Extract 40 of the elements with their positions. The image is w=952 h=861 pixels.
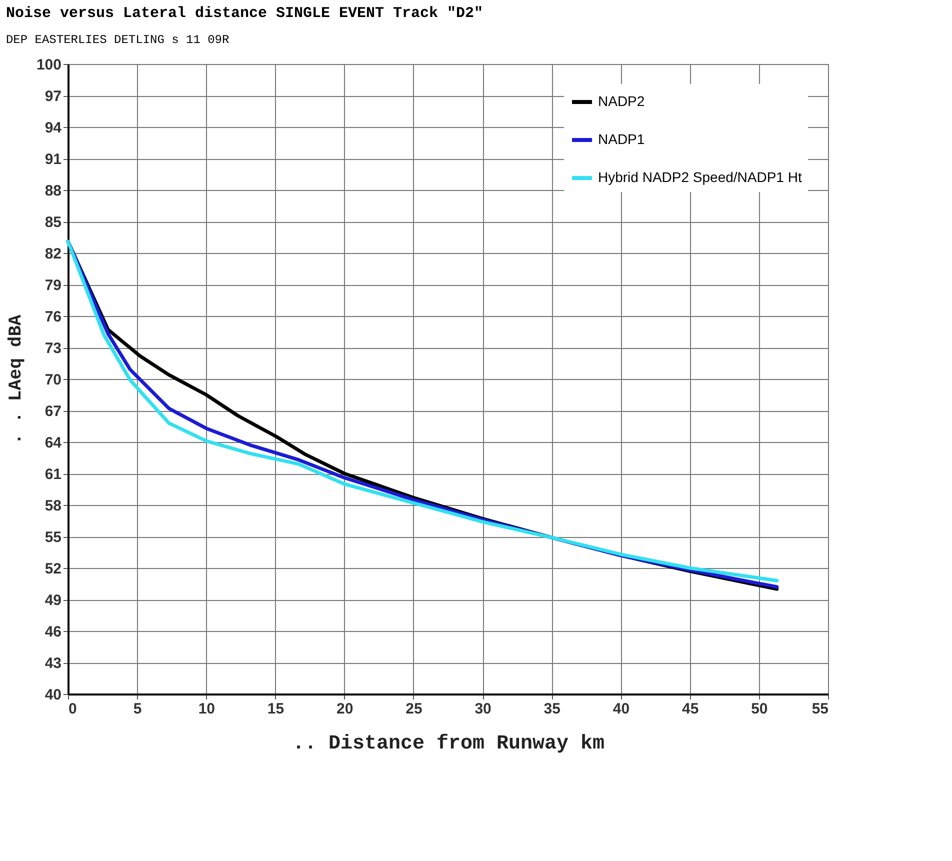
y-tick-label: 43 (44, 655, 62, 672)
y-tick-label: 46 (44, 624, 62, 640)
y-tick-label: 70 (44, 372, 62, 388)
x-tick-label: 20 (336, 700, 354, 718)
chart-subtitle: DEP EASTERLIES DETLING s 11 09R (6, 33, 230, 47)
x-tick-label: 40 (612, 700, 630, 718)
y-tick-label: 88 (44, 182, 62, 200)
y-tick-label: 91 (44, 151, 62, 168)
y-tick-label: 97 (44, 88, 62, 105)
y-tick-label: 40 (44, 686, 62, 704)
x-tick-label: 0 (68, 700, 77, 718)
legend-label: NADP2 (598, 93, 645, 109)
y-tick-label: 52 (44, 560, 62, 578)
x-tick-label: 35 (544, 700, 560, 718)
chart-title: Noise versus Lateral distance SINGLE EVENT Track "D2" (6, 5, 484, 22)
x-tick-label: 45 (682, 700, 699, 718)
y-tick-label: 64 (44, 434, 62, 452)
x-tick-label: 15 (267, 700, 284, 718)
legend-label: Hybrid NADP2 Speed/NADP1 Ht (598, 169, 802, 185)
y-tick-label: 76 (44, 308, 62, 326)
y-tick-label: 67 (44, 403, 62, 420)
y-tick-label: 58 (44, 498, 62, 514)
y-tick-label: 79 (44, 277, 62, 294)
y-tick-label: 55 (44, 529, 62, 546)
y-tick-label: 100 (36, 56, 62, 74)
y-tick-label: 73 (44, 340, 62, 357)
x-tick-label: 25 (406, 700, 422, 718)
y-axis-title: . . LAeq dBA (6, 314, 26, 444)
legend-label: NADP1 (598, 131, 645, 147)
y-tick-label: 82 (44, 246, 62, 262)
y-tick-label: 94 (44, 120, 62, 136)
y-tick-label: 49 (44, 592, 62, 609)
x-tick-label: 10 (198, 700, 216, 718)
x-tick-label: 55 (812, 700, 828, 718)
y-tick-label: 85 (44, 214, 62, 231)
y-tick-label: 61 (44, 466, 62, 483)
x-tick-label: 30 (474, 700, 492, 718)
x-tick-label: 5 (133, 700, 142, 718)
x-axis-title: .. Distance from Runway km (292, 732, 605, 756)
x-tick-label: 50 (751, 700, 768, 718)
